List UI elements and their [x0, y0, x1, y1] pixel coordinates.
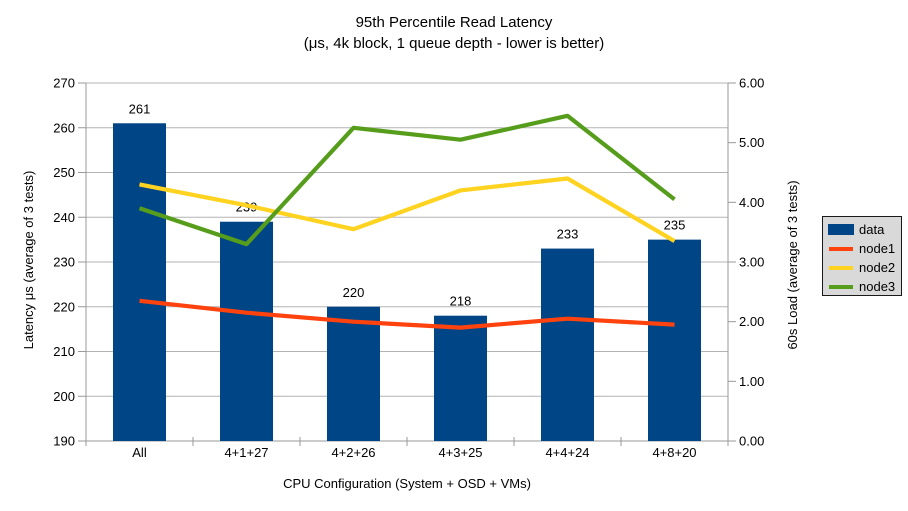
bar-value-label: 218	[450, 294, 472, 309]
left-axis-tick-label: 210	[53, 344, 75, 359]
right-axis-tick-label: 2.00	[739, 314, 764, 329]
x-axis-title: CPU Configuration (System + OSD + VMs)	[283, 476, 531, 491]
chart-title-block: 95th Percentile Read Latency (μs, 4k blo…	[0, 12, 908, 54]
legend-item-node2: node2	[823, 258, 901, 277]
chart-subtitle: (μs, 4k block, 1 queue depth - lower is …	[303, 35, 605, 52]
bar-4+3+25	[434, 315, 487, 441]
legend-swatch-node2	[829, 265, 853, 270]
x-axis-tick-label: All	[132, 445, 147, 460]
x-axis-tick-label: 4+8+20	[652, 445, 696, 460]
right-axis-tick-label: 3.00	[739, 255, 764, 270]
line-node2	[139, 176, 676, 243]
chart-title: 95th Percentile Read Latency	[355, 14, 553, 31]
bar-value-label: 220	[343, 285, 365, 300]
left-axis-tick-label: 200	[53, 389, 75, 404]
bar-4+8+20	[648, 239, 701, 441]
legend-item-data: data	[823, 220, 901, 239]
legend-label: node3	[859, 279, 896, 294]
left-axis-tick-label: 220	[53, 299, 75, 314]
legend-swatch-node1	[829, 246, 853, 251]
bar-4+1+27	[220, 221, 273, 441]
bar-4+4+24	[541, 248, 594, 441]
left-axis-tick-label: 250	[53, 165, 75, 180]
line-node1	[139, 298, 675, 330]
left-axis-title: Latency μs (average of 3 tests)	[21, 171, 36, 350]
right-axis-tick-label: 0.00	[739, 434, 764, 449]
bar-All	[113, 123, 166, 442]
legend: data node1 node2 node3	[822, 216, 902, 296]
bar-value-label: 235	[664, 218, 686, 233]
right-axis-tick-label: 6.00	[739, 76, 764, 91]
left-axis-tick-label: 230	[53, 255, 75, 270]
x-axis-tick-label: 4+3+25	[438, 445, 482, 460]
right-axis-tick-label: 1.00	[739, 374, 764, 389]
legend-items: data node1 node2 node3	[823, 220, 901, 296]
bar-value-label: 261	[129, 101, 151, 116]
x-axis-tick-label: 4+4+24	[545, 445, 589, 460]
legend-label: data	[859, 222, 885, 237]
x-axis-tick-label: 4+2+26	[331, 445, 375, 460]
legend-label: node2	[859, 260, 896, 275]
legend-item-node3: node3	[823, 277, 901, 296]
legend-swatch-node3	[829, 284, 853, 289]
bar-value-label: 233	[557, 227, 579, 242]
right-axis-tick-label: 4.00	[739, 195, 764, 210]
left-axis-tick-label: 240	[53, 210, 75, 225]
x-axis-tick-label: 4+1+27	[224, 445, 268, 460]
bar-4+2+26	[327, 306, 380, 441]
left-axis-tick-label: 260	[53, 120, 75, 135]
left-axis-tick-label: 190	[53, 434, 75, 449]
line-node3	[138, 113, 676, 247]
legend-swatch-data	[828, 224, 854, 235]
right-axis-title: 60s Load (average of 3 tests)	[785, 180, 800, 349]
legend-item-node1: node1	[823, 239, 901, 258]
left-axis-tick-label: 270	[53, 76, 75, 91]
right-axis-tick-label: 5.00	[739, 135, 764, 150]
legend-label: node1	[859, 241, 896, 256]
